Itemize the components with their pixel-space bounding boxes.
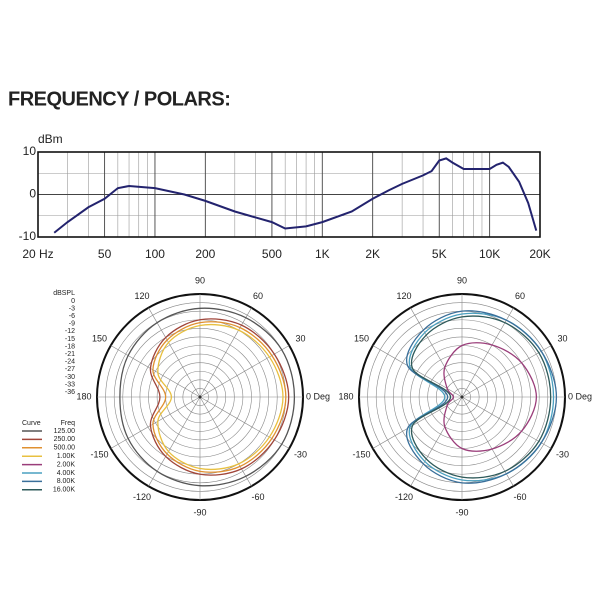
spoke [461,396,514,487]
r-tick-label: -36 [65,389,75,396]
angle-label: -150 [91,449,109,459]
angle-label: 180 [76,391,91,401]
angle-label: 30 [295,333,305,343]
spoke [461,345,552,398]
r-tick-label: 0 [71,298,75,305]
r-tick-label: -9 [69,321,75,328]
spoke [199,396,290,449]
legend-label: 250.00 [54,436,76,443]
spoke [372,345,463,398]
spoke [410,396,463,487]
polar-curve [405,310,558,484]
angle-label: 180 [338,391,353,401]
spoke [372,396,463,449]
x-tick-label: 10K [479,247,500,261]
angle-label: 30 [557,333,567,343]
angle-label: 150 [92,333,107,343]
r-tick-label: -30 [65,374,75,381]
x-tick-label: 20K [529,247,550,261]
x-tick-label: 20 Hz [22,247,53,261]
legend-title: Freq [61,420,76,427]
angle-label: 60 [515,291,525,301]
x-tick-label: 200 [195,247,215,261]
legend-label: 500.00 [54,445,76,452]
polar-curve [443,342,538,452]
r-tick-label: -12 [65,328,75,335]
angle-label: -60 [251,492,264,502]
angle-label: -120 [395,492,413,502]
angle-label: 0 Deg [306,391,330,401]
angle-label: -30 [556,449,569,459]
angle-label: -90 [193,507,206,517]
angle-label: 60 [253,291,263,301]
legend-label: 125.00 [54,428,76,435]
x-tick-label: 500 [262,247,282,261]
spoke [199,345,290,398]
spoke [461,396,552,449]
angle-label: -90 [455,507,468,517]
angle-label: 90 [195,275,205,285]
polar-curve [119,307,296,487]
heading: FREQUENCY / POLARS: [8,88,230,110]
x-tick-label: 1K [315,247,330,261]
polar-curve [152,321,287,473]
x-tick-label: 5K [432,247,447,261]
spoke [199,307,252,398]
y-tick-label: -10 [19,229,37,243]
r-axis-label: dBSPL [53,290,75,297]
spoke [410,307,463,398]
legend-label: 2.00K [57,461,76,468]
angle-label: -150 [353,449,371,459]
angle-label: -60 [513,492,526,502]
angle-label: -30 [294,449,307,459]
spoke [110,396,201,449]
polar-curve [410,315,552,479]
center-dot [198,395,202,399]
r-tick-label: -18 [65,343,75,350]
angle-label: 150 [354,333,369,343]
r-tick-label: -3 [69,305,75,312]
r-tick-label: -33 [65,381,75,388]
r-tick-label: -24 [65,359,75,366]
legend-label: 16.00K [53,487,76,494]
spoke [199,396,252,487]
r-tick-label: -6 [69,313,75,320]
polar-curve [157,323,284,471]
legend-label: 1.00K [57,453,76,460]
angle-label: 120 [134,291,149,301]
spoke [461,307,514,398]
center-dot [460,395,464,399]
r-tick-label: -15 [65,336,75,343]
y-tick-label: 0 [29,187,36,201]
legend-label: 4.00K [57,470,76,477]
x-tick-label: 100 [145,247,165,261]
legend-label: 8.00K [57,478,76,485]
r-tick-label: -27 [65,366,75,373]
x-tick-label: 50 [98,247,112,261]
legend-title: Curve [22,420,41,427]
angle-label: -120 [133,492,151,502]
angle-label: 90 [457,275,467,285]
response-line [53,157,538,234]
x-tick-label: 2K [365,247,380,261]
plot-frame [37,151,541,238]
angle-label: 120 [396,291,411,301]
y-axis-label: dBm [38,132,63,146]
angle-label: 0 Deg [568,391,592,401]
spoke [110,345,201,398]
r-tick-label: -21 [65,351,75,358]
y-tick-label: 10 [23,144,37,158]
polar-curve [149,318,290,476]
